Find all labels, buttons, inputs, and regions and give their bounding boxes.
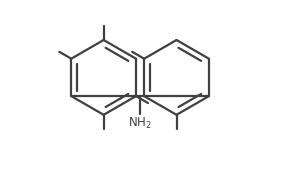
Text: NH$_2$: NH$_2$: [128, 116, 152, 131]
